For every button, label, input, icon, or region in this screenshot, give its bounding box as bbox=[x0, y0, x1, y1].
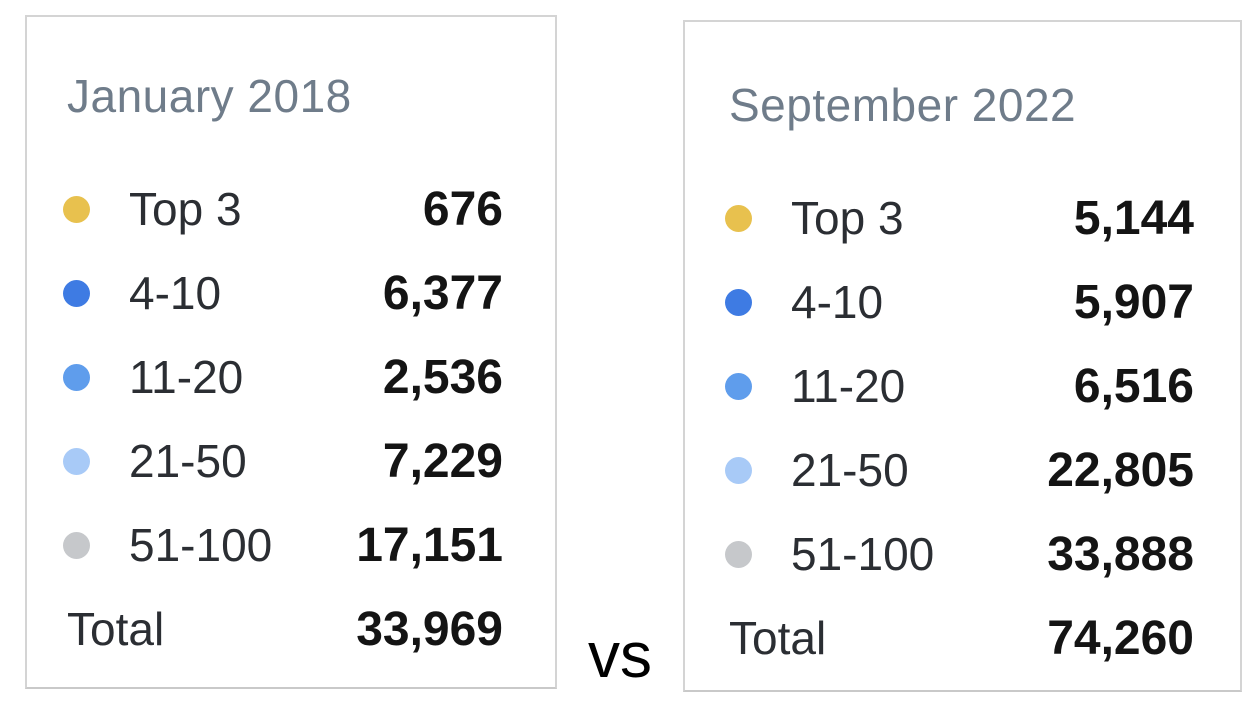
rank-51-100-dot-icon bbox=[63, 531, 90, 559]
legend-row-11-20: 11-20 6,516 bbox=[725, 344, 1194, 428]
rank-label: 11-20 bbox=[129, 351, 244, 403]
dot-cell bbox=[725, 372, 791, 400]
total-label: Total bbox=[729, 612, 827, 664]
rank-count: 5,144 bbox=[1073, 191, 1194, 245]
dot-cell bbox=[725, 204, 791, 232]
total-value: 33,969 bbox=[356, 602, 503, 656]
dot-cell bbox=[63, 195, 129, 223]
rank-count: 33,888 bbox=[1047, 527, 1194, 581]
rank-label: 11-20 bbox=[791, 360, 906, 412]
rank-4-10-dot-icon bbox=[63, 279, 90, 307]
rank-11-20-dot-icon bbox=[725, 372, 752, 400]
rank-count: 6,377 bbox=[382, 266, 503, 320]
rank-count: 2,536 bbox=[382, 350, 503, 404]
rank-count: 17,151 bbox=[356, 518, 503, 572]
panel-september-2022: September 2022 Top 3 5,144 4-10 5,907 11… bbox=[683, 20, 1242, 692]
total-value: 74,260 bbox=[1047, 611, 1194, 665]
dot-cell bbox=[725, 456, 791, 484]
rank-label: Top 3 bbox=[129, 183, 242, 235]
legend-row-4-10: 4-10 5,907 bbox=[725, 260, 1194, 344]
total-label: Total bbox=[67, 603, 165, 655]
legend-row-top3: Top 3 5,144 bbox=[725, 176, 1194, 260]
legend-row-top3: Top 3 676 bbox=[63, 167, 503, 251]
rank-4-10-dot-icon bbox=[725, 288, 752, 316]
legend-row-51-100: 51-100 17,151 bbox=[63, 503, 503, 587]
rank-label: 4-10 bbox=[791, 276, 884, 328]
rank-count: 676 bbox=[422, 182, 503, 236]
panel-january-2018: January 2018 Top 3 676 4-10 6,377 11-20 … bbox=[25, 15, 557, 689]
rank-label: 21-50 bbox=[129, 435, 247, 487]
rank-label: Top 3 bbox=[791, 192, 904, 244]
rank-label: 51-100 bbox=[129, 519, 273, 571]
rank-label: 4-10 bbox=[129, 267, 222, 319]
rank-label: 21-50 bbox=[791, 444, 909, 496]
rank-count: 7,229 bbox=[382, 434, 503, 488]
legend-rows: Top 3 5,144 4-10 5,907 11-20 6,516 21-50… bbox=[725, 176, 1194, 680]
top3-dot-icon bbox=[63, 195, 90, 223]
legend-row-11-20: 11-20 2,536 bbox=[63, 335, 503, 419]
vs-label: vs bbox=[588, 619, 652, 691]
rank-count: 5,907 bbox=[1073, 275, 1194, 329]
rank-21-50-dot-icon bbox=[725, 456, 752, 484]
dot-cell bbox=[63, 447, 129, 475]
dot-cell bbox=[63, 363, 129, 391]
panel-title: September 2022 bbox=[729, 79, 1077, 131]
legend-row-21-50: 21-50 7,229 bbox=[63, 419, 503, 503]
rank-21-50-dot-icon bbox=[63, 447, 90, 475]
total-row: Total 74,260 bbox=[725, 596, 1194, 680]
dot-cell bbox=[725, 540, 791, 568]
dot-cell bbox=[63, 531, 129, 559]
rank-count: 6,516 bbox=[1073, 359, 1194, 413]
rank-11-20-dot-icon bbox=[63, 363, 90, 391]
legend-row-21-50: 21-50 22,805 bbox=[725, 428, 1194, 512]
top3-dot-icon bbox=[725, 204, 752, 232]
rank-count: 22,805 bbox=[1047, 443, 1194, 497]
legend-row-51-100: 51-100 33,888 bbox=[725, 512, 1194, 596]
legend-rows: Top 3 676 4-10 6,377 11-20 2,536 21-50 7… bbox=[63, 167, 503, 671]
total-row: Total 33,969 bbox=[63, 587, 503, 671]
dot-cell bbox=[725, 288, 791, 316]
legend-row-4-10: 4-10 6,377 bbox=[63, 251, 503, 335]
panel-title: January 2018 bbox=[67, 70, 352, 122]
rank-51-100-dot-icon bbox=[725, 540, 752, 568]
rank-label: 51-100 bbox=[791, 528, 935, 580]
dot-cell bbox=[63, 279, 129, 307]
